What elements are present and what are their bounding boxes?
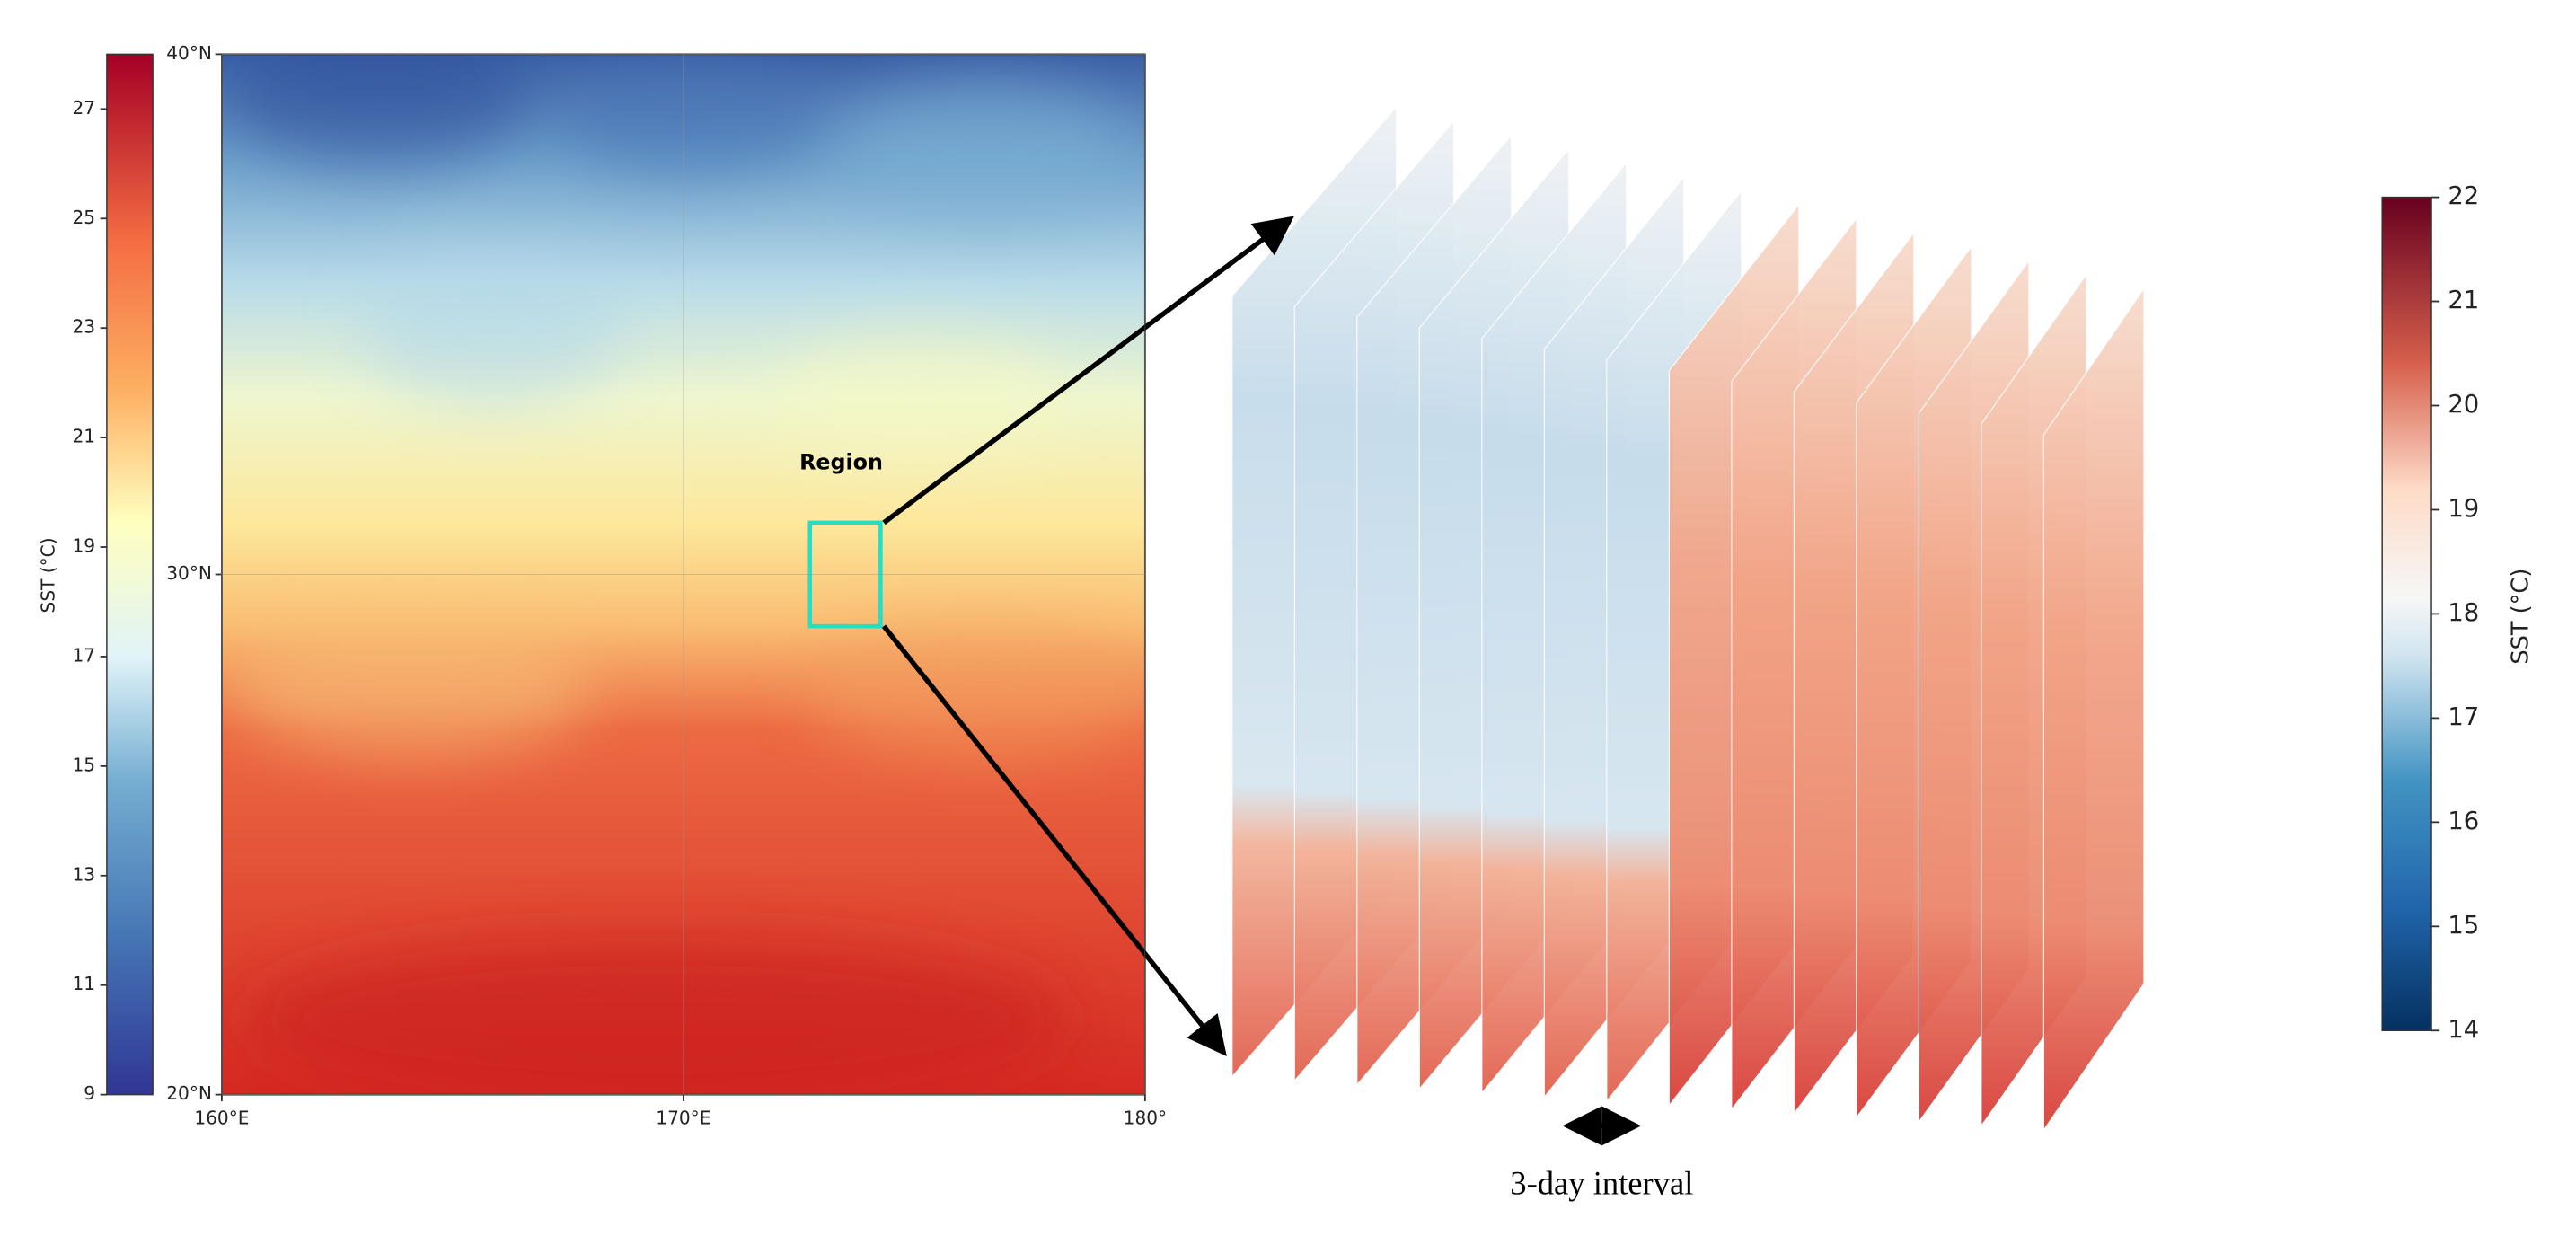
lat-label: 40°N [166, 42, 212, 64]
lon-label: 170°E [656, 1108, 710, 1129]
tick-label: 13 [72, 863, 95, 885]
tick-label: 27 [72, 97, 95, 119]
sst-map [221, 54, 1145, 1095]
region-label: Region [799, 449, 883, 474]
tick-label: 19 [2448, 495, 2479, 523]
tick-label: 18 [2448, 599, 2479, 627]
tick-label: 17 [72, 644, 95, 666]
tick-label: 19 [72, 535, 95, 557]
interval-label: 3-day interval [1510, 1164, 1693, 1201]
tick-label: 16 [2448, 808, 2479, 835]
tick-label: 25 [72, 207, 95, 228]
tick-label: 9 [84, 1082, 95, 1104]
colorbar [106, 53, 154, 1096]
tick-label: 15 [72, 754, 95, 775]
lon-label: 160°E [194, 1108, 249, 1129]
tick-label: 11 [72, 973, 95, 994]
colorbar [2381, 196, 2432, 1032]
arrow [881, 624, 1227, 1056]
tick-label: 20 [2448, 391, 2479, 419]
sst-slices [1231, 105, 2145, 1132]
tick-label: 22 [2448, 182, 2479, 210]
lon-label: 180° [1124, 1108, 1167, 1129]
lat-label: 20°N [166, 1082, 212, 1104]
lat-label: 30°N [166, 562, 212, 584]
tick-label: 21 [72, 426, 95, 447]
tick-label: 14 [2448, 1016, 2479, 1044]
tick-label: 21 [2448, 287, 2479, 314]
slice [2042, 287, 2145, 1132]
colorbar-label: SST (°C) [2508, 569, 2535, 665]
tick-label: 15 [2448, 912, 2479, 940]
tick-label: 23 [72, 316, 95, 338]
arrow [882, 216, 1294, 525]
tick-label: 17 [2448, 703, 2479, 731]
colorbar-label: SST (°C) [37, 537, 58, 613]
